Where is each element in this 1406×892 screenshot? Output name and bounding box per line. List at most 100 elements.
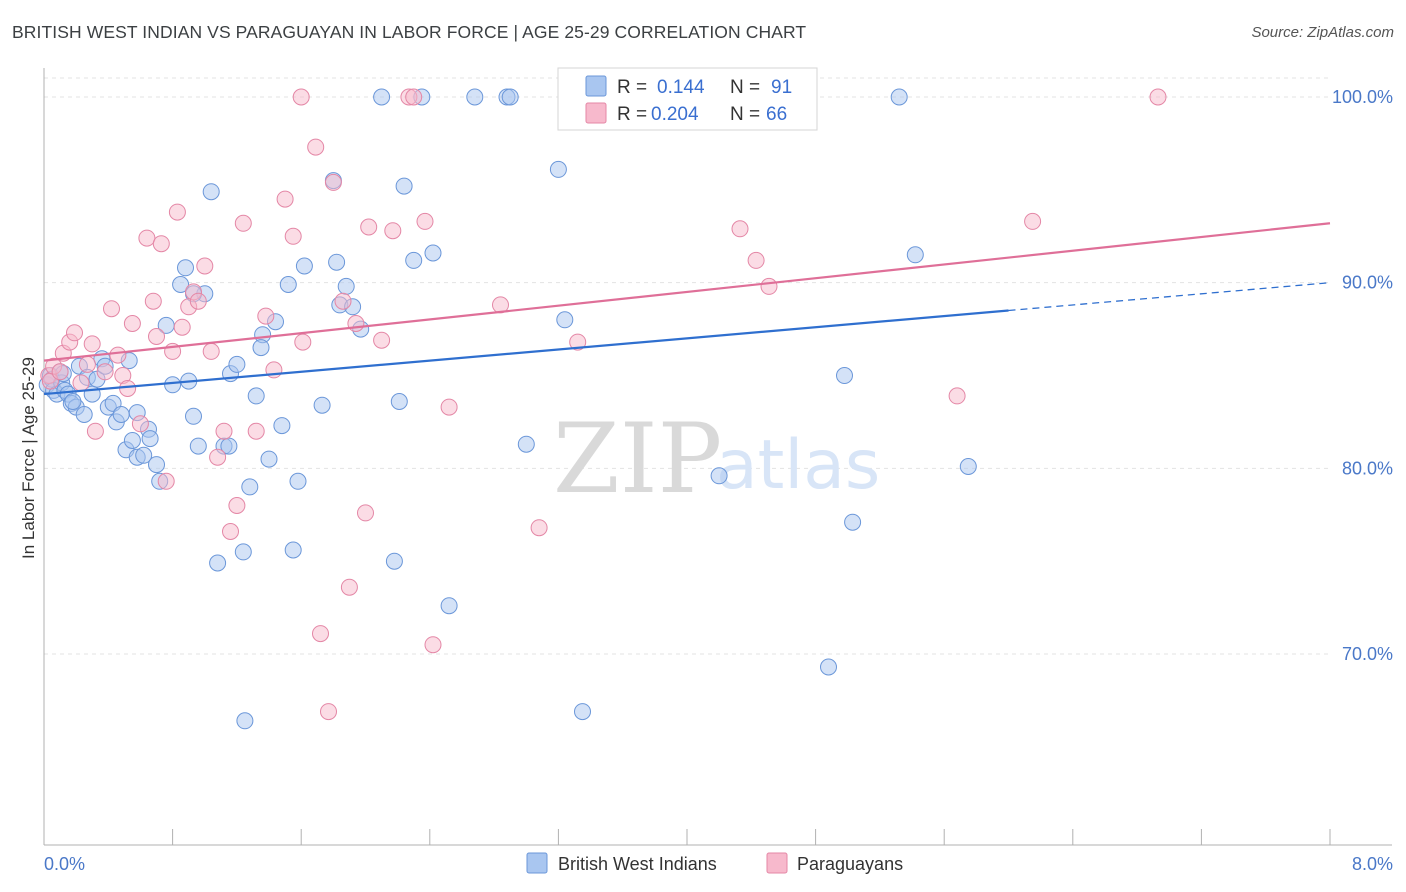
data-point	[334, 292, 352, 310]
y-tick-label: 80.0%	[1342, 458, 1393, 478]
watermark-atlas: atlas	[716, 426, 880, 505]
data-point	[247, 387, 265, 405]
legend-swatch-blue	[526, 852, 548, 874]
stats-pink-r-value: 0.204	[651, 104, 699, 125]
data-point	[260, 450, 278, 468]
data-point	[549, 160, 567, 178]
data-point	[416, 212, 434, 230]
data-point	[119, 380, 137, 397]
stats-swatch-blue	[585, 75, 607, 97]
data-point	[948, 387, 966, 405]
stats-blue-n-label: N =	[730, 77, 760, 98]
y-tick-label: 90.0%	[1342, 273, 1393, 293]
data-point	[501, 88, 519, 106]
data-point	[247, 422, 265, 440]
data-point	[86, 422, 104, 440]
data-point	[75, 406, 93, 423]
data-point	[131, 415, 149, 433]
data-point	[273, 417, 291, 435]
data-point	[123, 315, 141, 332]
data-point	[731, 220, 749, 238]
data-point	[148, 328, 165, 345]
stats-pink-n-value: 66	[766, 104, 787, 125]
data-point	[135, 446, 153, 464]
data-point	[959, 458, 977, 475]
data-point	[530, 519, 548, 537]
data-point	[66, 324, 83, 342]
data-point	[574, 703, 591, 721]
data-point	[320, 703, 337, 721]
data-point	[72, 374, 90, 392]
y-tick-label: 70.0%	[1342, 644, 1393, 664]
legend: British West Indians Paraguayans	[526, 852, 903, 874]
data-point	[517, 435, 535, 453]
data-point	[215, 422, 233, 440]
data-point	[189, 437, 207, 455]
data-point	[357, 504, 374, 522]
data-point	[64, 393, 82, 410]
data-point	[710, 467, 728, 485]
trend-line-blue-extension	[1008, 282, 1331, 312]
tick-labels: 70.0% 80.0% 90.0% 100.0% 0.0% 8.0%	[44, 87, 1393, 874]
data-point	[148, 456, 165, 474]
data-point	[164, 376, 182, 394]
data-point	[234, 214, 252, 232]
data-point	[78, 355, 96, 373]
data-point	[236, 712, 254, 730]
data-point	[1149, 88, 1167, 106]
stats-pink-n-label: N =	[730, 104, 760, 125]
data-point	[424, 244, 442, 262]
data-point	[196, 257, 214, 275]
data-point	[222, 523, 239, 540]
data-point	[373, 88, 391, 106]
data-point	[51, 363, 69, 381]
stats-swatch-pink	[585, 102, 607, 124]
data-point	[760, 277, 778, 295]
x-tick-label-min: 0.0%	[44, 854, 85, 874]
data-point	[257, 307, 275, 325]
series-paraguayans	[40, 88, 1167, 721]
data-point	[307, 138, 325, 156]
data-point	[228, 355, 246, 373]
data-point	[185, 407, 202, 425]
data-point	[138, 229, 156, 247]
data-point	[295, 257, 313, 275]
watermark: ZIP atlas	[553, 403, 880, 515]
data-point	[844, 513, 862, 531]
trend-lines	[43, 222, 1331, 396]
data-point	[172, 276, 190, 293]
data-point	[294, 333, 312, 351]
data-point	[556, 311, 574, 329]
data-point	[252, 339, 270, 357]
data-point	[424, 636, 442, 654]
series-british-west-indians	[38, 88, 977, 730]
data-point	[202, 183, 220, 201]
data-point	[405, 251, 423, 269]
data-point	[820, 658, 837, 676]
data-point	[890, 88, 908, 106]
data-point	[152, 235, 170, 253]
data-point	[279, 276, 297, 293]
stats-blue-n-value: 91	[771, 77, 792, 98]
data-point	[337, 277, 355, 295]
data-point	[157, 472, 175, 490]
stats-blue-r-label: R =	[617, 77, 647, 98]
data-point	[228, 497, 246, 514]
data-point	[385, 552, 403, 570]
data-point	[209, 448, 227, 466]
data-point	[144, 292, 162, 310]
data-point	[189, 292, 207, 310]
data-point	[347, 315, 365, 332]
watermark-zip: ZIP	[553, 403, 722, 515]
data-point	[384, 222, 402, 240]
x-tick-label-max: 8.0%	[1352, 854, 1393, 874]
y-tick-label: 100.0%	[1332, 87, 1393, 107]
data-point	[112, 406, 130, 423]
data-point	[836, 367, 853, 384]
data-point	[289, 472, 307, 490]
data-point	[312, 625, 329, 643]
data-point	[173, 318, 191, 336]
legend-label-blue: British West Indians	[558, 854, 717, 874]
data-point	[390, 393, 408, 410]
